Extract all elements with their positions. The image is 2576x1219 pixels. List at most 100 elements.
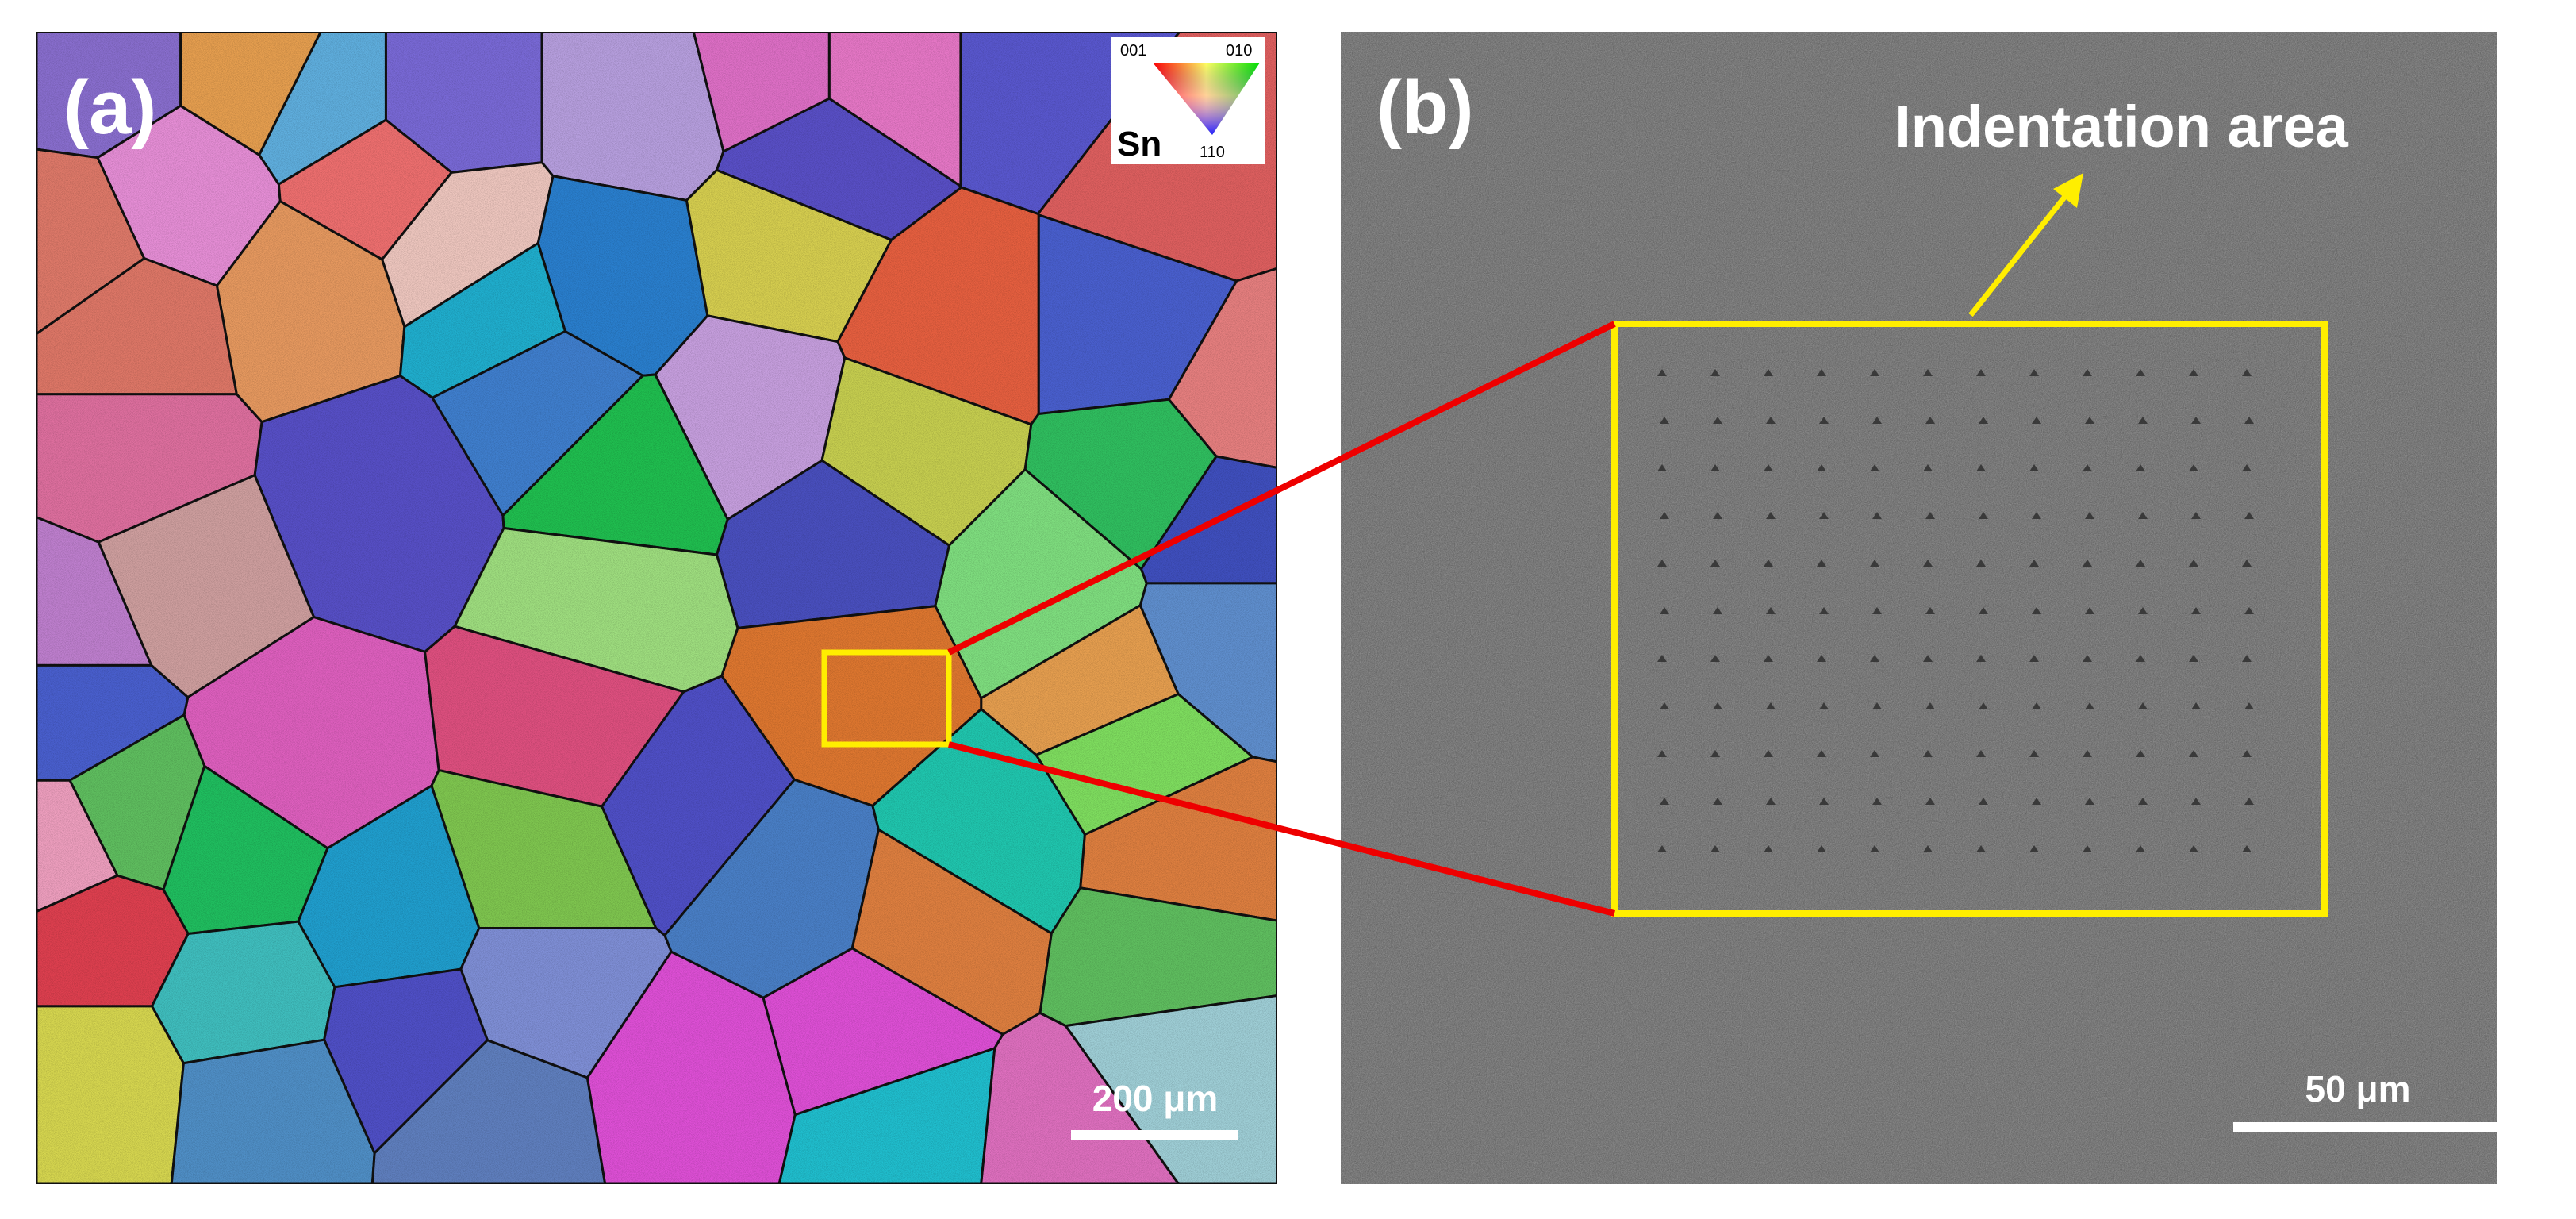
indent (1817, 655, 1826, 662)
indent (1976, 560, 1986, 567)
indent (1925, 512, 1935, 519)
indent (2244, 417, 2254, 424)
indent (2136, 369, 2145, 376)
indent (1870, 750, 1879, 757)
indent (1657, 845, 1667, 852)
indent (1710, 655, 1720, 662)
indent (1976, 655, 1986, 662)
indent (1817, 560, 1826, 567)
indent (1766, 702, 1776, 709)
indent (1923, 560, 1933, 567)
indent (1817, 464, 1826, 471)
indent (2191, 702, 2201, 709)
indent (2136, 845, 2145, 852)
indent (2138, 417, 2148, 424)
indent (2191, 417, 2201, 424)
indent (1923, 845, 1933, 852)
indent (2029, 464, 2039, 471)
indent (1713, 607, 1722, 614)
indent (1976, 369, 1986, 376)
indent (2138, 702, 2148, 709)
zoom-box (821, 649, 952, 748)
indent (1819, 607, 1829, 614)
indent (1872, 607, 1882, 614)
indent (2136, 560, 2145, 567)
indent (1923, 369, 1933, 376)
indent (1713, 512, 1722, 519)
indent (1870, 655, 1879, 662)
indent (2083, 464, 2092, 471)
indent (2029, 369, 2039, 376)
indent (2032, 702, 2041, 709)
indent (2083, 845, 2092, 852)
indent (1764, 464, 1773, 471)
indent (2085, 512, 2094, 519)
connector-line (947, 321, 1616, 656)
sem-texture (1341, 32, 2497, 1184)
indent (1713, 417, 1722, 424)
indent (2242, 845, 2252, 852)
indent (2244, 702, 2254, 709)
connector-line (948, 741, 1615, 917)
indent (1766, 417, 1776, 424)
indent (2189, 560, 2198, 567)
scale-bar (2233, 1122, 2497, 1132)
indent (1819, 417, 1829, 424)
indent (1817, 845, 1826, 852)
indent (2083, 369, 2092, 376)
indent (1764, 845, 1773, 852)
indent (2032, 417, 2041, 424)
scale-bar (1071, 1130, 1238, 1140)
indent (2032, 798, 2041, 805)
indent (1870, 464, 1879, 471)
scale-bar-label: 200 μm (1092, 1078, 1219, 1119)
indent (1925, 417, 1935, 424)
indent (1660, 702, 1669, 709)
indent (1870, 369, 1879, 376)
indent (2136, 750, 2145, 757)
indent (2138, 607, 2148, 614)
indent (2085, 702, 2094, 709)
indent (2189, 845, 2198, 852)
arrow-head (2053, 173, 2083, 208)
indent (1660, 607, 1669, 614)
indent (2242, 655, 2252, 662)
indent (2029, 845, 2039, 852)
indent (2085, 607, 2094, 614)
panel-label: (b) (1376, 65, 1474, 150)
annotation-arrow (1968, 192, 2069, 317)
ipf-triangle-shade (1153, 63, 1260, 135)
indent (2085, 798, 2094, 805)
indent (2189, 750, 2198, 757)
indent (1660, 798, 1669, 805)
indent (1764, 560, 1773, 567)
indent (1925, 702, 1935, 709)
indent (2138, 798, 2148, 805)
indent (1923, 464, 1933, 471)
indent (1923, 750, 1933, 757)
annotation: Indentation area (1895, 94, 2348, 160)
indent (2138, 512, 2148, 519)
ebsd-texture (36, 32, 1277, 1184)
indent (1979, 798, 1988, 805)
indent (2242, 750, 2252, 757)
indent (2029, 560, 2039, 567)
indent (1819, 798, 1829, 805)
indent (1979, 417, 1988, 424)
indentation-box (1611, 321, 2328, 917)
ipf-corner-label: 010 (1226, 42, 1252, 60)
indent (1657, 464, 1667, 471)
indent (2244, 607, 2254, 614)
indent (1979, 512, 1988, 519)
indent (2189, 369, 2198, 376)
indent (2136, 464, 2145, 471)
indent (1710, 560, 1720, 567)
indent (1819, 512, 1829, 519)
indent (1872, 417, 1882, 424)
indent (1764, 750, 1773, 757)
indent (2244, 798, 2254, 805)
ipf-corner-label: 110 (1200, 144, 1225, 161)
indent (1710, 750, 1720, 757)
ipf-corner-label: 001 (1120, 42, 1146, 60)
